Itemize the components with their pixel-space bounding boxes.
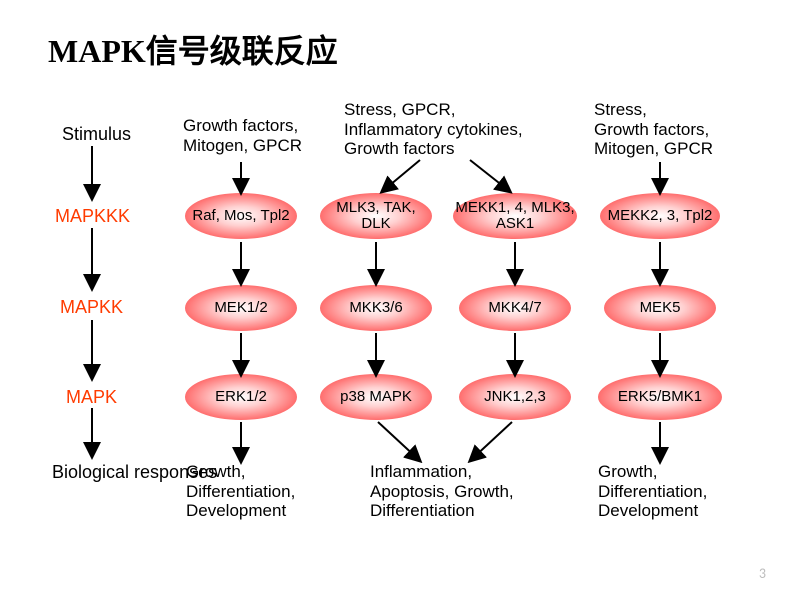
node-text: MKK4/7 — [488, 300, 541, 317]
node-text: MEK5 — [640, 300, 681, 317]
stimulus-c1: Growth factors, Mitogen, GPCR — [183, 116, 302, 155]
node-c2-mapkkk: MLK3, TAK, DLK — [320, 193, 432, 239]
node-c2-mapk: p38 MAPK — [320, 374, 432, 420]
stimulus-c4: Stress, Growth factors, Mitogen, GPCR — [594, 100, 713, 159]
node-c1-mapk: ERK1/2 — [185, 374, 297, 420]
row-label-mapkk: MAPKK — [60, 297, 123, 318]
response-c4: Growth, Differentiation, Development — [598, 462, 707, 521]
node-c2-mapkk: MKK3/6 — [320, 285, 432, 331]
node-c3-mapkk: MKK4/7 — [459, 285, 571, 331]
node-c4-mapk: ERK5/BMK1 — [598, 374, 722, 420]
node-text: MKK3/6 — [349, 300, 402, 317]
row-label-mapkkk: MAPKKK — [55, 206, 130, 227]
node-text: ERK5/BMK1 — [618, 389, 702, 406]
node-c3-mapk: JNK1,2,3 — [459, 374, 571, 420]
node-c3-mapkkk: MEKK1, 4, MLK3, ASK1 — [453, 193, 577, 239]
node-c1-mapkkk: Raf, Mos, Tpl2 — [185, 193, 297, 239]
row-label-mapk: MAPK — [66, 387, 117, 408]
node-text: ERK1/2 — [215, 389, 267, 406]
node-text: MEK1/2 — [214, 300, 267, 317]
node-c4-mapkkk: MEKK2, 3, Tpl2 — [600, 193, 720, 239]
stimulus-c23: Stress, GPCR, Inflammatory cytokines, Gr… — [344, 100, 523, 159]
page-number: 3 — [759, 565, 766, 582]
node-text: MEKK1, 4, MLK3, ASK1 — [453, 200, 577, 233]
response-c1: Growth, Differentiation, Development — [186, 462, 295, 521]
node-c4-mapkk: MEK5 — [604, 285, 716, 331]
page-title: MAPK信号级联反应 — [48, 26, 338, 72]
response-c23: Inflammation, Apoptosis, Growth, Differe… — [370, 462, 514, 521]
node-text: JNK1,2,3 — [484, 389, 546, 406]
node-text: MLK3, TAK, DLK — [320, 200, 432, 233]
row-label-stimulus: Stimulus — [62, 124, 131, 145]
node-text: p38 MAPK — [340, 389, 412, 406]
node-c1-mapkk: MEK1/2 — [185, 285, 297, 331]
node-text: Raf, Mos, Tpl2 — [192, 208, 289, 225]
node-text: MEKK2, 3, Tpl2 — [608, 208, 713, 225]
